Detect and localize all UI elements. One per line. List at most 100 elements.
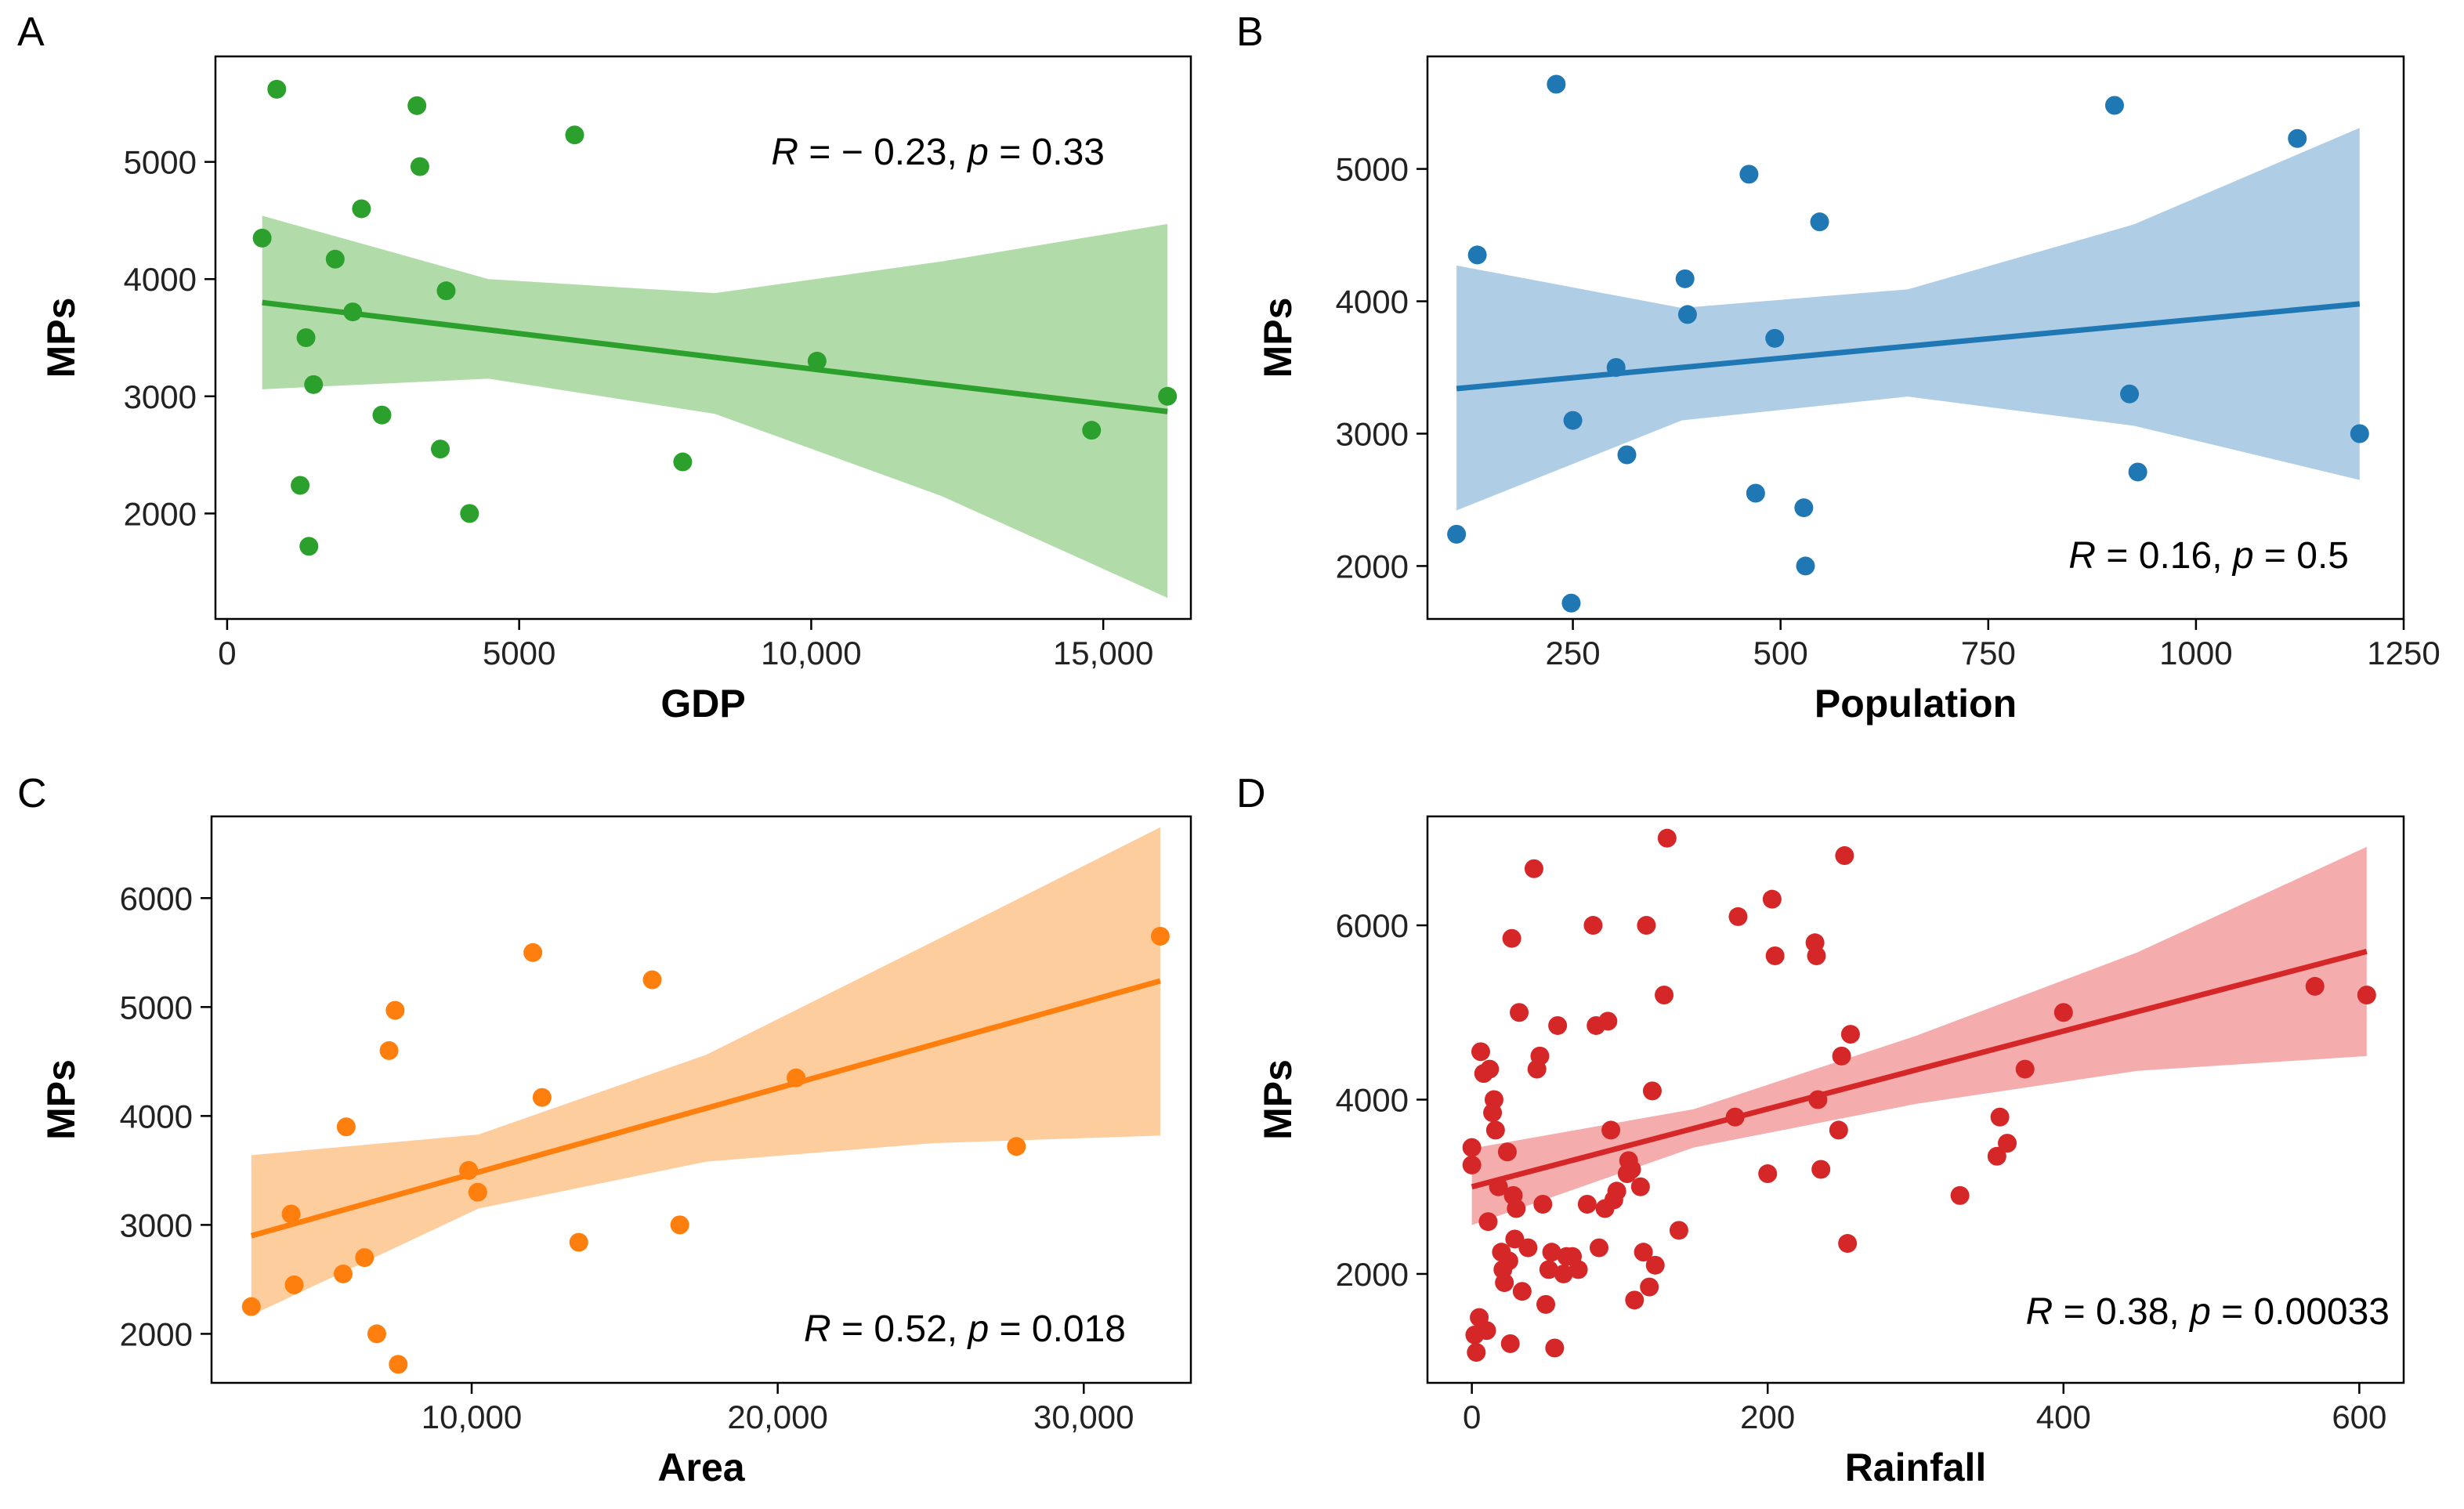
data-point	[436, 281, 456, 301]
data-point	[1495, 1273, 1514, 1293]
data-point	[1607, 1182, 1626, 1201]
data-point	[1810, 212, 1829, 232]
y-tick-label: 6000	[1336, 907, 1409, 944]
x-tick-label: 15,000	[1053, 635, 1153, 671]
data-point	[252, 228, 272, 248]
data-point	[2350, 424, 2369, 443]
data-point	[1746, 483, 1765, 503]
data-point	[2053, 1003, 2073, 1022]
data-point	[1447, 524, 1467, 544]
confidence-band-b	[1456, 128, 2360, 511]
y-tick-label: 2000	[1336, 548, 1409, 584]
y-tick-label: 2000	[120, 1315, 193, 1352]
data-point	[459, 1160, 479, 1180]
y-tick-label: 5000	[1336, 151, 1409, 188]
data-point	[1675, 269, 1695, 288]
points-b	[1447, 74, 2369, 613]
data-point	[1489, 1177, 1508, 1196]
x-tick-label: 250	[1546, 635, 1601, 671]
y-tick-label: 4000	[1336, 284, 1409, 320]
data-point	[1563, 411, 1583, 430]
data-point	[1530, 1046, 1550, 1066]
data-point	[1838, 1234, 1858, 1254]
data-point	[2357, 986, 2376, 1005]
regression-line-b	[1456, 301, 2361, 392]
data-point	[1617, 445, 1637, 465]
data-point	[1642, 1081, 1662, 1101]
data-point	[2015, 1059, 2035, 1079]
y-tick-label: 4000	[1336, 1082, 1409, 1119]
data-point	[1832, 1046, 1851, 1066]
y-tick-label: 2000	[124, 495, 197, 532]
data-point	[468, 1182, 487, 1202]
data-point	[333, 1264, 353, 1283]
x-axis-title-d: Rainfall	[1845, 1446, 1987, 1489]
x-tick-label: 400	[2036, 1399, 2091, 1435]
data-point	[1840, 1025, 1860, 1044]
data-point	[1808, 1090, 1828, 1109]
points-c	[241, 926, 1170, 1374]
data-point	[352, 199, 371, 219]
data-point	[1625, 1290, 1644, 1310]
data-point	[1499, 1251, 1518, 1271]
data-point	[1539, 1260, 1558, 1279]
x-tick-label: 750	[1961, 635, 2016, 671]
x-tick-label: 0	[218, 635, 236, 671]
y-tick-label: 6000	[120, 880, 193, 917]
data-point	[1505, 1229, 1525, 1249]
confidence-band-d	[1471, 846, 2367, 1225]
data-point	[1762, 889, 1782, 909]
x-tick-label: 20,000	[727, 1399, 827, 1435]
data-point	[1568, 1260, 1588, 1279]
x-tick-label: 500	[1753, 635, 1808, 671]
plot-frame-a	[214, 55, 1192, 621]
data-point	[281, 1204, 301, 1224]
data-point	[1477, 1321, 1496, 1341]
data-point	[343, 302, 363, 322]
data-point	[1478, 1212, 1498, 1232]
data-point	[389, 1355, 408, 1374]
data-point	[1577, 1194, 1597, 1214]
data-point	[379, 1040, 399, 1060]
data-point	[1545, 1338, 1565, 1358]
data-point	[267, 79, 287, 99]
data-point	[1630, 1177, 1650, 1196]
data-point	[1811, 1160, 1831, 1179]
panel-letter-c: C	[17, 771, 47, 816]
y-axis-title-c: MPs	[39, 1059, 83, 1140]
data-point	[1150, 926, 1170, 946]
data-point	[1807, 946, 1826, 965]
data-point	[1998, 1134, 2017, 1153]
data-point	[1829, 1120, 1848, 1140]
data-point	[1765, 328, 1785, 348]
correlation-annotation-c: R = 0.52, p = 0.018	[804, 1308, 1126, 1350]
data-point	[1606, 358, 1626, 378]
x-tick-label: 200	[1740, 1399, 1795, 1435]
data-point	[2120, 384, 2140, 403]
data-point	[1645, 1255, 1665, 1275]
regression-line-a	[262, 299, 1168, 414]
data-point	[2128, 462, 2147, 482]
data-point	[1467, 1343, 1486, 1362]
data-point	[1471, 1042, 1490, 1062]
data-point	[385, 1001, 405, 1020]
data-point	[367, 1324, 386, 1344]
y-tick-label: 4000	[120, 1098, 193, 1134]
data-point	[1480, 1059, 1500, 1079]
correlation-annotation-a: R = − 0.23, p = 0.33	[771, 132, 1105, 173]
correlation-annotation-d: R = 0.38, p = 0.00033	[2026, 1291, 2390, 1333]
data-point	[1533, 1194, 1553, 1214]
y-tick-label: 5000	[124, 144, 197, 181]
data-point	[1669, 1221, 1688, 1240]
data-point	[1589, 1238, 1608, 1258]
data-point	[1657, 828, 1677, 848]
x-tick-label: 30,000	[1033, 1399, 1134, 1435]
data-point	[1990, 1107, 2010, 1127]
data-point	[1158, 386, 1178, 406]
points-a	[252, 79, 1178, 556]
data-point	[1467, 245, 1487, 265]
y-tick-label: 2000	[1336, 1256, 1409, 1293]
x-axis-title-a: GDP	[660, 682, 745, 726]
y-tick-label: 3000	[124, 378, 197, 415]
x-axis-title-c: Area	[657, 1446, 745, 1489]
